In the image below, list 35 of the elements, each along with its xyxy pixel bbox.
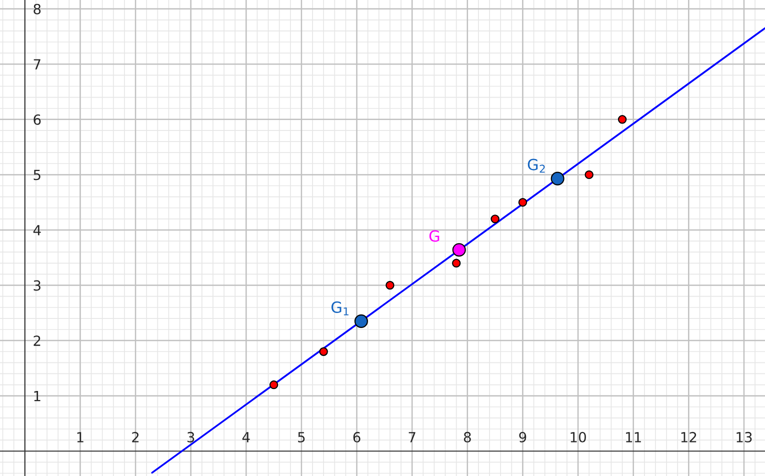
x-tick-label: 6 [353,432,360,442]
point [319,347,328,356]
x-tick-label: 4 [242,432,250,442]
y-tick-label: 3 [34,280,40,291]
x-tick-label: 7 [408,432,416,442]
y-tick-label: 6 [34,114,41,125]
series-label: G [429,230,440,242]
point [618,115,627,124]
point [490,214,500,224]
series-label: G$_{1}$ [332,301,348,316]
y-tick-label: 7 [34,59,40,70]
x-tick-label: 5 [298,432,305,442]
series-label: G$_{2}$ [528,158,545,173]
x-tick-label: 2 [132,432,139,442]
x-tick-label: 1 [77,432,84,442]
y-tick-label: 1 [34,390,40,402]
point [452,258,461,268]
x-tick-label: 9 [519,432,526,442]
y-tick-label: 2 [34,336,40,346]
x-tick-label: 11 [626,432,641,442]
point [584,170,594,180]
x-tick-label: 8 [464,432,471,442]
x-tick-label: 13 [736,432,752,442]
point [452,243,466,257]
point [518,198,528,207]
point [386,280,394,290]
y-tick-label: 4 [33,225,41,236]
point [354,314,368,328]
y-tick-label: 8 [34,4,41,14]
y-tick-label: 5 [34,170,40,180]
x-tick-label: 3 [187,432,194,442]
point [550,172,564,186]
point [269,380,278,390]
x-tick-label: 12 [681,432,696,442]
x-tick-label: 10 [570,432,586,442]
